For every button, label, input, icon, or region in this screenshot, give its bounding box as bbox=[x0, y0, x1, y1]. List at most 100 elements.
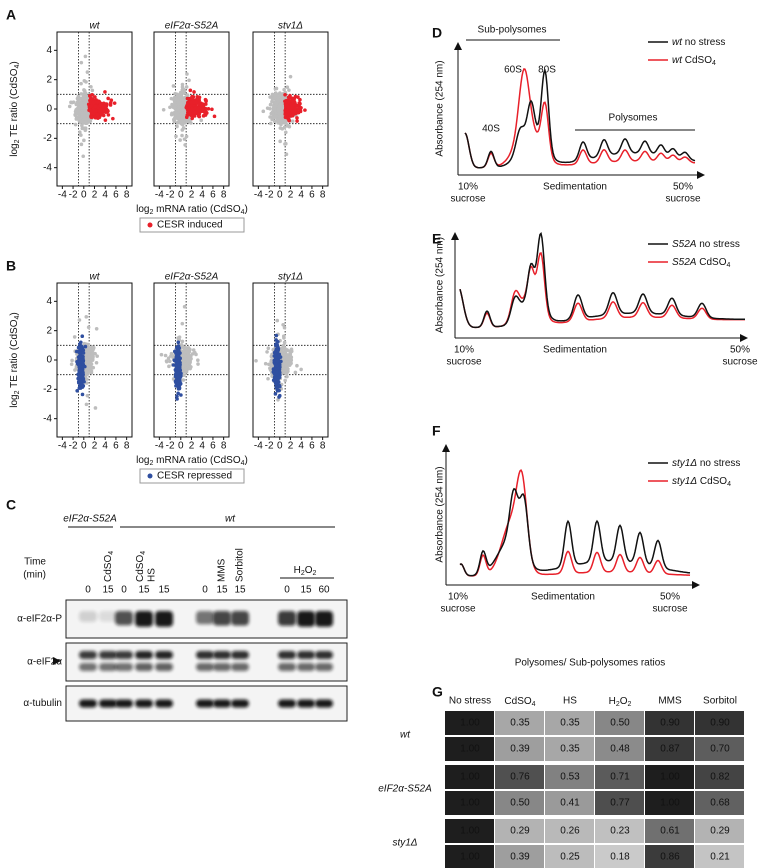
cesr-point bbox=[103, 103, 108, 107]
blot-band bbox=[231, 663, 249, 671]
gene-point bbox=[263, 361, 268, 366]
gene-point bbox=[180, 113, 185, 118]
gene-point bbox=[89, 369, 93, 374]
legend-label: sty1Δ CdSO4 bbox=[672, 476, 731, 488]
gene-point bbox=[89, 347, 94, 352]
gene-point bbox=[80, 111, 85, 116]
gene-point bbox=[182, 137, 187, 141]
gene-point bbox=[85, 70, 90, 74]
gene-point bbox=[177, 335, 182, 339]
gene-point bbox=[76, 112, 81, 116]
gene-point bbox=[71, 100, 76, 104]
gene-point bbox=[180, 133, 184, 138]
table-cell bbox=[645, 737, 694, 761]
cesr-point bbox=[80, 382, 84, 387]
gene-point bbox=[178, 138, 182, 142]
cell-value: 0.23 bbox=[610, 826, 630, 837]
blot-band bbox=[115, 611, 133, 626]
cesr-point bbox=[75, 388, 79, 393]
text-part: mRNA ratio (CdSO bbox=[153, 204, 240, 215]
cesr-point bbox=[286, 99, 291, 104]
gene-point bbox=[88, 359, 93, 363]
subscript: 2 bbox=[149, 460, 153, 467]
blot-band bbox=[196, 663, 214, 671]
table-title: Polysomes/ Sub-polysomes ratios bbox=[515, 658, 666, 669]
x-tick-label: 4 bbox=[298, 190, 304, 201]
gene-point bbox=[88, 119, 93, 123]
cesr-point bbox=[101, 113, 106, 118]
cesr-point bbox=[274, 384, 279, 389]
column-header: No stress bbox=[449, 696, 491, 707]
gene-point bbox=[85, 350, 90, 355]
x-tick-label: 4 bbox=[298, 441, 304, 452]
gene-point bbox=[282, 325, 287, 330]
gene-point bbox=[80, 106, 85, 110]
x-tick-label: 2 bbox=[189, 190, 195, 201]
gene-point bbox=[284, 152, 289, 156]
x-tick-label: 0 bbox=[277, 441, 283, 452]
gene-point bbox=[87, 354, 92, 359]
gene-point bbox=[86, 325, 91, 330]
gene-point bbox=[273, 91, 278, 95]
cesr-point bbox=[83, 344, 88, 349]
cesr-point bbox=[286, 106, 291, 110]
gene-point bbox=[268, 106, 272, 111]
gene-point bbox=[183, 143, 187, 147]
group-label: eIF2α-S52A bbox=[63, 514, 117, 525]
cesr-point bbox=[286, 117, 291, 122]
x-axis-label: 50% bbox=[673, 182, 693, 193]
blot-band bbox=[196, 611, 214, 625]
blot-band bbox=[196, 699, 214, 708]
subscript: 4 bbox=[108, 551, 115, 555]
subscript: 4 bbox=[727, 481, 731, 488]
y-tick-label: 0 bbox=[46, 104, 52, 115]
gene-point bbox=[67, 104, 72, 109]
cell-value: 0.50 bbox=[610, 718, 630, 729]
blot-band bbox=[115, 663, 133, 671]
x-tick-label: 0 bbox=[81, 441, 87, 452]
gene-point bbox=[266, 346, 271, 351]
gene-point bbox=[186, 360, 191, 365]
gene-point bbox=[277, 111, 281, 115]
gene-point bbox=[79, 101, 83, 105]
cesr-point bbox=[78, 347, 83, 351]
blot-band bbox=[297, 651, 315, 659]
x-axis-label: 10% bbox=[458, 182, 478, 193]
table-cell bbox=[545, 765, 594, 789]
gene-point bbox=[177, 105, 182, 110]
legend-marker bbox=[147, 222, 153, 228]
table-cell bbox=[595, 711, 644, 735]
legend-label: wt no stress bbox=[672, 37, 725, 48]
table-cell bbox=[445, 845, 494, 868]
cesr-point bbox=[284, 103, 289, 108]
gene-point bbox=[80, 114, 85, 118]
legend-marker bbox=[147, 473, 153, 479]
cesr-point bbox=[289, 106, 294, 111]
x-axis-label: log2 mRNA ratio (CdSO4) bbox=[136, 455, 248, 467]
x-tick-label: -4 bbox=[254, 441, 263, 452]
table-cell bbox=[545, 737, 594, 761]
blot-band bbox=[231, 699, 249, 708]
profile-trace bbox=[459, 231, 745, 329]
treatment-label: HS bbox=[147, 568, 158, 582]
cesr-point bbox=[108, 103, 113, 107]
cell-value: 0.61 bbox=[660, 826, 680, 837]
gene-point bbox=[199, 118, 204, 123]
gene-point bbox=[269, 358, 274, 362]
gene-point bbox=[261, 109, 266, 114]
cell-value: 0.35 bbox=[510, 718, 530, 729]
x-tick-label: 2 bbox=[92, 441, 98, 452]
cesr-point bbox=[188, 88, 193, 93]
cell-value: 1.00 bbox=[660, 772, 680, 783]
blot-band bbox=[231, 611, 249, 626]
time-label: Time bbox=[24, 557, 46, 568]
gene-point bbox=[81, 154, 86, 159]
gene-point bbox=[180, 82, 185, 87]
panel-label: A bbox=[6, 7, 16, 23]
cesr-point bbox=[82, 379, 86, 384]
gene-point bbox=[84, 402, 89, 407]
x-tick-label: 8 bbox=[320, 441, 326, 452]
cell-value: 1.00 bbox=[460, 718, 480, 729]
cesr-point bbox=[283, 92, 287, 97]
